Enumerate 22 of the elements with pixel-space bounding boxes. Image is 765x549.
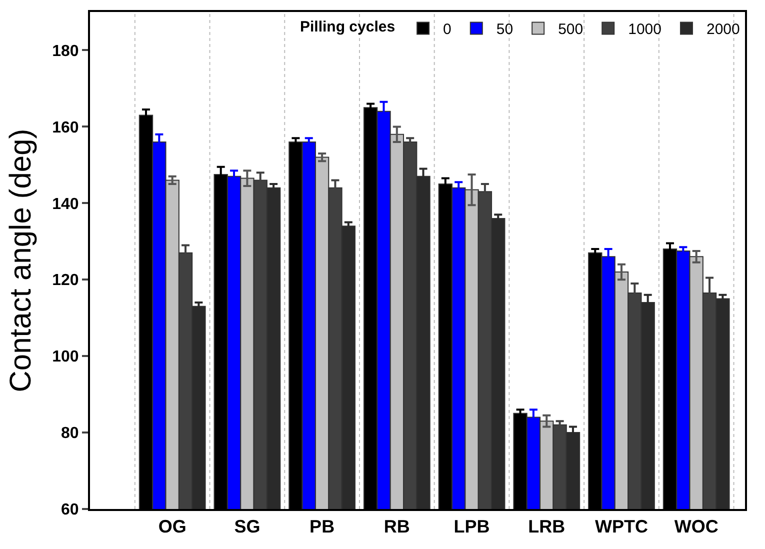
x-tick-label: LPB — [454, 516, 490, 537]
legend-label: 0 — [443, 21, 452, 38]
x-tick-label: SG — [234, 516, 260, 537]
y-tick-label: 140 — [52, 196, 79, 213]
x-tick-label: PB — [310, 516, 335, 537]
y-tick-label: 60 — [61, 502, 79, 519]
legend-title: Pilling cycles — [300, 18, 396, 36]
x-tick-label: RB — [384, 516, 410, 537]
y-tick-label: 80 — [61, 425, 79, 442]
y-tick-label: 120 — [52, 272, 79, 290]
legend-label: 2000 — [706, 21, 740, 38]
x-tick-label: WOC — [674, 516, 718, 537]
x-tick-label: OG — [158, 516, 186, 537]
x-tick-label: WPTC — [594, 516, 648, 537]
y-axis-title: Contact angle (deg) — [4, 128, 38, 392]
x-tick-label: LRB — [528, 516, 566, 537]
y-tick-label: 100 — [52, 348, 79, 366]
legend-label: 500 — [558, 21, 584, 38]
legend-label: 1000 — [628, 21, 662, 38]
legend-label: 50 — [496, 21, 514, 38]
y-tick-label: 160 — [52, 119, 79, 136]
y-tick-label: 180 — [52, 42, 79, 60]
